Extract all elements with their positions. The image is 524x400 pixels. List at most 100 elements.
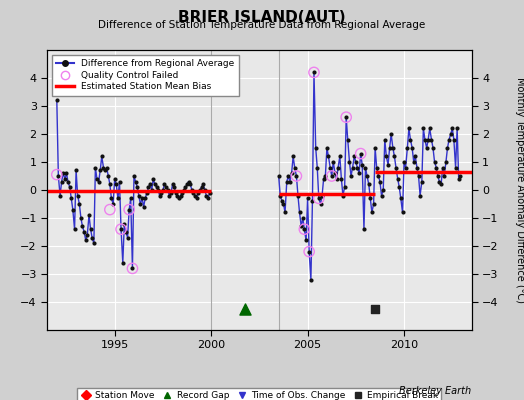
Point: [347, 173, 355, 179]
Point: [394, 176, 402, 182]
Point: [389, 145, 397, 151]
Point: [135, 192, 143, 199]
Point: [163, 187, 172, 193]
Point: [443, 145, 452, 151]
Point: [154, 187, 162, 193]
Point: [360, 226, 368, 232]
Point: [126, 195, 135, 202]
Point: [202, 192, 211, 199]
Point: [94, 178, 103, 185]
Point: [117, 226, 125, 232]
Point: [100, 164, 108, 171]
Point: [82, 237, 90, 244]
Point: [133, 184, 141, 190]
Point: [341, 184, 349, 190]
Point: [294, 192, 302, 199]
Point: [314, 195, 323, 202]
Point: [397, 195, 405, 202]
Point: [199, 181, 207, 188]
Point: [312, 145, 320, 151]
Point: [316, 201, 325, 207]
Point: [305, 248, 313, 255]
Point: [282, 178, 291, 185]
Point: [289, 153, 297, 160]
Point: [427, 136, 435, 143]
Point: [128, 265, 137, 272]
Point: [302, 237, 310, 244]
Point: [66, 184, 74, 190]
Point: [194, 190, 202, 196]
Point: [362, 164, 370, 171]
Point: [421, 136, 429, 143]
Point: [136, 201, 145, 207]
Point: [305, 248, 313, 255]
Point: [281, 209, 289, 216]
Point: [97, 153, 106, 160]
Point: [435, 178, 444, 185]
Point: [386, 145, 394, 151]
Point: [411, 153, 419, 160]
Point: [308, 198, 316, 204]
Point: [416, 192, 424, 199]
Point: [152, 184, 161, 190]
Point: [118, 260, 127, 266]
Point: [56, 192, 64, 199]
Point: [174, 195, 183, 202]
Point: [318, 192, 326, 199]
Point: [413, 164, 421, 171]
Point: [172, 190, 180, 196]
Point: [448, 125, 456, 132]
Point: [287, 170, 296, 176]
Y-axis label: Monthly Temperature Anomaly Difference (°C): Monthly Temperature Anomaly Difference (…: [515, 77, 524, 303]
Point: [422, 145, 431, 151]
Point: [313, 164, 321, 171]
Point: [178, 190, 187, 196]
Point: [59, 170, 68, 176]
Point: [183, 181, 191, 188]
Point: [120, 220, 128, 227]
Point: [323, 145, 331, 151]
Point: [125, 206, 133, 213]
Point: [91, 164, 100, 171]
Point: [111, 176, 119, 182]
Point: [368, 209, 376, 216]
Point: [78, 223, 86, 230]
Point: [296, 209, 304, 216]
Point: [188, 187, 196, 193]
Point: [408, 145, 417, 151]
Point: [434, 173, 442, 179]
Point: [93, 176, 101, 182]
Point: [356, 150, 365, 157]
Point: [192, 195, 201, 202]
Point: [149, 176, 158, 182]
Point: [390, 153, 399, 160]
Point: [114, 195, 122, 202]
Point: [450, 136, 458, 143]
Point: [384, 162, 392, 168]
Point: [128, 265, 137, 272]
Point: [77, 215, 85, 221]
Text: Berkeley Earth: Berkeley Earth: [399, 386, 472, 396]
Point: [342, 114, 351, 120]
Point: [132, 178, 140, 185]
Point: [331, 170, 339, 176]
Point: [75, 201, 83, 207]
Point: [432, 164, 441, 171]
Point: [371, 145, 379, 151]
Point: [376, 178, 384, 185]
Point: [400, 159, 408, 165]
Point: [173, 192, 182, 199]
Point: [117, 226, 125, 232]
Point: [324, 153, 333, 160]
Point: [439, 164, 447, 171]
Point: [429, 145, 437, 151]
Point: [112, 181, 121, 188]
Point: [419, 125, 428, 132]
Point: [180, 187, 188, 193]
Point: [290, 164, 299, 171]
Point: [352, 159, 360, 165]
Point: [348, 164, 357, 171]
Point: [373, 164, 381, 171]
Point: [83, 232, 92, 238]
Point: [398, 209, 407, 216]
